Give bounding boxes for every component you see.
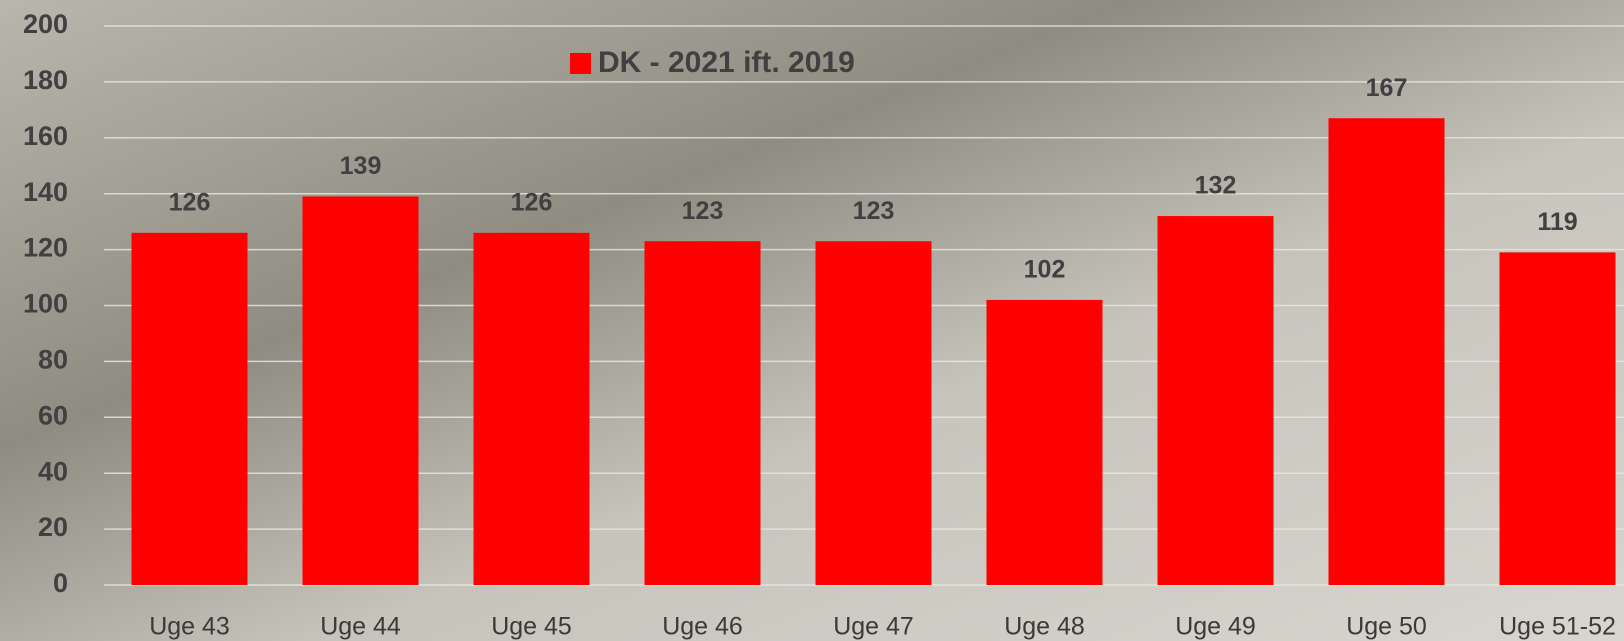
data-label: 126 bbox=[511, 188, 553, 216]
y-tick-label: 200 bbox=[23, 9, 68, 39]
y-tick-label: 180 bbox=[23, 65, 68, 95]
bar bbox=[1157, 216, 1274, 585]
data-label: 102 bbox=[1024, 256, 1066, 284]
x-tick-label: Uge 51-52 bbox=[1499, 613, 1616, 641]
bar bbox=[644, 241, 761, 585]
y-tick-label: 120 bbox=[23, 233, 68, 263]
bar bbox=[1499, 252, 1616, 585]
y-tick-label: 20 bbox=[38, 512, 68, 542]
data-label: 167 bbox=[1366, 74, 1408, 102]
data-label: 139 bbox=[340, 152, 382, 180]
x-tick-label: Uge 44 bbox=[320, 613, 401, 641]
y-tick-label: 80 bbox=[38, 345, 68, 375]
y-tick-label: 60 bbox=[38, 400, 68, 430]
x-tick-label: Uge 46 bbox=[662, 613, 743, 641]
y-tick-label: 140 bbox=[23, 177, 68, 207]
bar bbox=[302, 196, 419, 585]
data-label: 119 bbox=[1537, 208, 1577, 236]
y-tick-label: 40 bbox=[38, 456, 68, 486]
y-tick-label: 0 bbox=[53, 568, 68, 598]
bar bbox=[986, 299, 1103, 585]
data-label: 123 bbox=[853, 197, 895, 225]
bar bbox=[131, 232, 248, 585]
y-tick-label: 160 bbox=[23, 121, 68, 151]
legend-swatch bbox=[570, 53, 591, 74]
data-label: 126 bbox=[169, 188, 211, 216]
x-tick-label: Uge 47 bbox=[833, 613, 914, 641]
legend-label: DK - 2021 ift. 2019 bbox=[598, 46, 855, 79]
bar bbox=[473, 232, 590, 585]
bar bbox=[1328, 118, 1445, 586]
data-label: 123 bbox=[682, 197, 724, 225]
x-tick-label: Uge 49 bbox=[1175, 613, 1256, 641]
x-tick-label: Uge 43 bbox=[149, 613, 230, 641]
x-tick-label: Uge 50 bbox=[1346, 613, 1427, 641]
y-tick-label: 100 bbox=[23, 289, 68, 319]
x-tick-label: Uge 48 bbox=[1004, 613, 1085, 641]
x-tick-label: Uge 45 bbox=[491, 613, 572, 641]
bar bbox=[815, 241, 932, 585]
data-label: 132 bbox=[1195, 172, 1237, 200]
